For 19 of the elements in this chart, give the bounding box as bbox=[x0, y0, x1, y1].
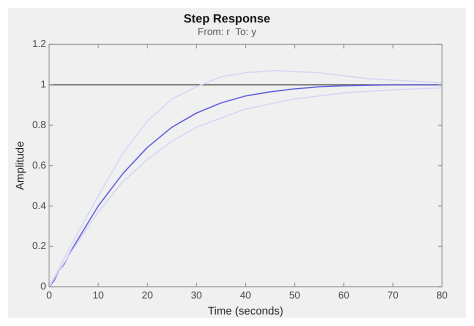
x-axis-title: Time (seconds) bbox=[208, 305, 284, 318]
y-tick-label: 0.6 bbox=[32, 160, 47, 172]
y-axis-title: Amplitude bbox=[14, 141, 27, 190]
y-tick-label: 1 bbox=[40, 80, 47, 91]
x-tick-label: 80 bbox=[436, 290, 448, 302]
y-tick-label: 1.2 bbox=[32, 39, 47, 50]
x-tick-label: 40 bbox=[240, 290, 252, 302]
chart-title: Step Response bbox=[184, 12, 271, 26]
y-tick-label: 0.4 bbox=[32, 200, 47, 212]
x-tick-label: 50 bbox=[289, 290, 301, 302]
chart-subtitle: From: r To: y bbox=[198, 27, 256, 38]
y-tick-label: 0.2 bbox=[32, 241, 47, 252]
y-tick-label: 0.8 bbox=[32, 120, 47, 131]
x-tick-label: 60 bbox=[338, 290, 350, 302]
x-tick-label: 30 bbox=[190, 290, 202, 302]
x-tick-label: 20 bbox=[142, 290, 154, 302]
x-tick-label: 70 bbox=[387, 290, 399, 302]
y-tick-label: 0 bbox=[40, 282, 47, 293]
x-tick-label: 10 bbox=[92, 290, 104, 302]
